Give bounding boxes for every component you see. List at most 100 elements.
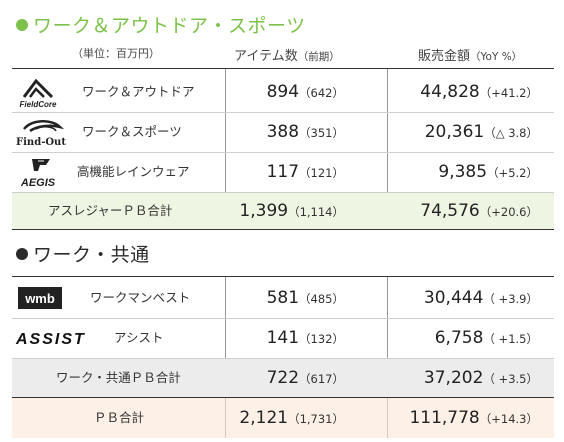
sales-column-header: 販売金額（YoY %） — [418, 45, 522, 64]
table-row-work-total: ワーク・共通ＰＢ合計 722（617） 37,202（ +3.5） — [12, 358, 554, 398]
yoy-header-label: （YoY %） — [470, 51, 523, 63]
row-rule — [12, 152, 554, 153]
items-value: 1,399 — [239, 201, 289, 221]
total-name: ワーク・共通ＰＢ合計 — [56, 370, 181, 385]
yoy-value: （+5.2） — [487, 166, 538, 180]
items-value: 581 — [266, 288, 300, 308]
row-name: 高機能レインウェア — [77, 164, 190, 179]
sales-value: 44,828 — [420, 82, 480, 102]
items-column-header: アイテム数（前期） — [234, 45, 340, 64]
row-rule — [12, 318, 554, 319]
row-rule — [12, 192, 554, 193]
svg-text:ASSIST: ASSIST — [15, 331, 86, 348]
sales-cell: 44,828（+41.2） — [420, 72, 538, 112]
svg-text:FieldCore: FieldCore — [20, 100, 57, 109]
row-name: ワークマンベスト — [90, 290, 191, 305]
items-prev-value: （1,731） — [288, 412, 344, 426]
items-prev-header-label: （前期） — [297, 51, 340, 63]
sales-value: 9,385 — [438, 162, 488, 182]
column-divider-4 — [387, 277, 388, 397]
section-rule — [12, 229, 554, 230]
bullet-dot-icon — [16, 248, 28, 260]
table-row-aegis: AEGIS 高機能レインウェア 117（121） 9,385（+5.2） — [12, 152, 554, 192]
outdoor-total-band — [12, 193, 554, 229]
yoy-value: （+14.3） — [479, 412, 538, 426]
items-prev-value: （617） — [299, 372, 344, 386]
items-prev-value: （642） — [299, 86, 344, 100]
table-row-findout: Find-Out ワーク＆スポーツ 388（351） 20,361（△ 3.8） — [12, 112, 554, 152]
total-rule — [12, 397, 554, 398]
yoy-value: （+41.2） — [479, 86, 538, 100]
sales-cell: 30,444（ +3.9） — [424, 278, 538, 318]
sales-value: 111,778 — [409, 408, 480, 428]
row-rule — [12, 112, 554, 113]
sales-cell: 74,576（+20.6） — [420, 191, 538, 231]
fieldcore-logo-icon: FieldCore — [18, 72, 58, 112]
yoy-value: （+20.6） — [479, 205, 538, 219]
sales-cell: 20,361（△ 3.8） — [425, 112, 538, 152]
column-divider-5 — [225, 398, 226, 438]
row-name: ワーク＆スポーツ — [82, 124, 182, 139]
items-cell: 722（617） — [267, 358, 344, 398]
table-row-fieldcore: FieldCore ワーク＆アウトドア 894（642） 44,828（+41.… — [12, 72, 554, 112]
aegis-logo-icon: AEGIS — [18, 152, 58, 192]
row-rule — [12, 358, 554, 359]
sales-cell: 6,758（ +1.5） — [435, 318, 538, 358]
items-cell: 894（642） — [267, 72, 344, 112]
svg-text:AEGIS: AEGIS — [20, 177, 56, 189]
section2-header-rule — [12, 276, 554, 277]
total-name: ＰＢ合計 — [94, 410, 145, 425]
items-cell: 117（121） — [267, 152, 344, 192]
sales-value: 74,576 — [420, 201, 480, 221]
items-cell: 581（485） — [267, 278, 344, 318]
items-value: 141 — [266, 328, 300, 348]
items-cell: 388（351） — [267, 112, 344, 152]
sales-cell: 37,202（ +3.5） — [424, 358, 538, 398]
bullet-dot-icon — [16, 19, 28, 31]
sales-value: 30,444 — [423, 288, 484, 308]
items-value: 2,121 — [239, 408, 289, 428]
items-prev-value: （132） — [299, 332, 344, 346]
assist-logo-icon: ASSIST — [14, 318, 104, 358]
unit-header: （単位：百万円） — [72, 47, 160, 60]
grand-total-band — [12, 398, 554, 438]
sales-value: 37,202 — [423, 368, 484, 388]
items-prev-value: （121） — [299, 166, 344, 180]
section-title-text: ワーク・共通 — [33, 244, 150, 266]
section-title-text: ワーク＆アウトドア・スポーツ — [33, 15, 306, 37]
column-divider-2 — [387, 69, 388, 229]
yoy-value: （ +3.5） — [483, 372, 538, 386]
table-row-wmb: wmb ワークマンベスト 581（485） 30,444（ +3.9） — [12, 278, 554, 318]
yoy-value: （△ 3.8） — [484, 126, 538, 140]
column-divider-1 — [225, 69, 226, 229]
items-cell: 141（132） — [267, 318, 344, 358]
table-row-grand-total: ＰＢ合計 2,121（1,731） 111,778（+14.3） — [12, 398, 554, 438]
sales-cell: 111,778（+14.3） — [409, 398, 538, 438]
items-value: 894 — [266, 82, 300, 102]
sales-header-label: 販売金額 — [418, 49, 471, 64]
table-row-outdoor-total: アスレジャーＰＢ合計 1,399（1,114） 74,576（+20.6） — [12, 191, 554, 231]
yoy-value: （ +3.9） — [483, 292, 538, 306]
sales-cell: 9,385（+5.2） — [438, 152, 538, 192]
items-prev-value: （351） — [299, 126, 344, 140]
findout-logo-icon: Find-Out — [16, 112, 66, 152]
sales-value: 20,361 — [424, 122, 485, 142]
section-title-outdoor: ワーク＆アウトドア・スポーツ — [16, 11, 306, 38]
total-name: アスレジャーＰＢ合計 — [48, 203, 173, 218]
items-prev-value: （485） — [299, 292, 344, 306]
svg-text:wmb: wmb — [24, 291, 55, 306]
items-value: 117 — [266, 162, 300, 182]
svg-text:Find-Out: Find-Out — [16, 137, 66, 148]
column-divider-3 — [225, 277, 226, 397]
items-cell: 2,121（1,731） — [239, 398, 344, 438]
items-header-label: アイテム数 — [234, 49, 298, 64]
section-title-work: ワーク・共通 — [16, 240, 150, 267]
items-value: 722 — [266, 368, 300, 388]
yoy-value: （ +1.5） — [483, 332, 538, 346]
table-row-assist: ASSIST アシスト 141（132） 6,758（ +1.5） — [12, 318, 554, 358]
work-total-band — [12, 359, 554, 397]
items-cell: 1,399（1,114） — [239, 191, 344, 231]
row-name: ワーク＆アウトドア — [82, 84, 195, 99]
wmb-logo-icon: wmb — [18, 278, 62, 318]
items-value: 388 — [266, 122, 300, 142]
